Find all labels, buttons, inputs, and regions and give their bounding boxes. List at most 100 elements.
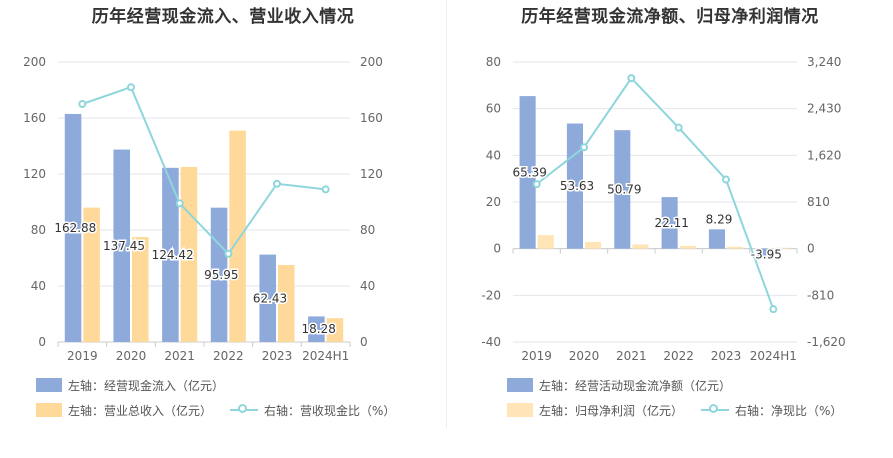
right-left-tick-label: 20 (486, 195, 501, 209)
legend-swatch-net-profit (507, 403, 533, 417)
right-bar-data-label: 53.63 (560, 179, 594, 193)
right-left-tick-label: 80 (486, 55, 501, 69)
left-legend-row-1: 左轴：经营现金流入（亿元） (36, 375, 242, 395)
left-left-tick-label: 120 (23, 167, 46, 181)
left-bar-primary (64, 113, 82, 342)
left-x-tick-label: 2020 (116, 349, 147, 363)
left-right-tick-label: 0 (360, 335, 368, 349)
right-left-tick-label: 40 (486, 148, 501, 162)
right-bar-data-label: 8.29 (706, 212, 733, 226)
right-x-tick-label: 2021 (616, 349, 647, 363)
legend-swatch-net-cash-ratio (701, 403, 730, 417)
right-bar-secondary (632, 244, 649, 249)
left-x-tick-label: 2022 (213, 349, 244, 363)
right-right-tick-label: 810 (807, 195, 830, 209)
legend-swatch-net-operating-cash (507, 378, 533, 392)
left-left-tick-label: 0 (38, 335, 46, 349)
right-left-tick-label: 60 (486, 102, 501, 116)
left-bar-data-label: 137.45 (103, 239, 145, 253)
left-bar-secondary (229, 130, 246, 342)
right-x-tick-label: 2023 (711, 349, 742, 363)
left-chart-title: 历年经营现金流入、营业收入情况 (91, 7, 355, 27)
left-bar-data-label: 18.28 (301, 322, 335, 336)
legend-swatch-cash-inflow (36, 378, 62, 392)
right-right-tick-label: 0 (807, 242, 815, 256)
left-ratio-point (78, 100, 87, 108)
left-chart-plot: 0 40 80 120 160 200 0 40 80 120 160 200 2019 2020 2021… (23, 55, 383, 363)
right-bar-primary (708, 229, 725, 249)
right-bar-data-label: 65.39 (512, 165, 546, 179)
left-chart-panel: 历年经营现金流入、营业收入情况 0 40 80 120 160 200 0 40 80 120 16… (0, 0, 446, 458)
right-bar-secondary (774, 247, 791, 249)
left-right-tick-label: 40 (360, 279, 375, 293)
right-bar-data-label: -3.95 (751, 248, 782, 262)
left-ratio-point (224, 249, 233, 258)
legend-item-cash-revenue-ratio[interactable]: 右轴：营收现金比（%） (230, 402, 395, 419)
right-chart-title: 历年经营现金流净额、归母净利润情况 (521, 7, 819, 27)
left-x-tick-label: 2023 (262, 349, 293, 363)
right-right-tick-label: -810 (807, 288, 834, 302)
legend-item-net-operating-cash[interactable]: 左轴：经营活动现金流净额（亿元） (507, 377, 731, 394)
left-bar-data-label: 62.43 (253, 291, 287, 305)
left-left-tick-label: 40 (31, 279, 46, 293)
right-right-tick-label: -1,620 (807, 335, 846, 349)
legend-label-net-operating-cash: 左轴：经营活动现金流净额（亿元） (539, 378, 732, 393)
right-x-tick-label: 2020 (569, 349, 600, 363)
left-bar-data-label: 124.42 (152, 248, 194, 262)
right-legend-row-2: 左轴：归母净利润（亿元） 右轴：净现比（%） (507, 400, 860, 420)
right-bar-data-label: 22.11 (654, 216, 688, 230)
left-bar-primary (259, 254, 276, 342)
left-legend-row-2: 左轴：营业总收入（亿元） 右轴：营收现金比（%） (36, 400, 413, 420)
right-right-tick-label: 1,620 (807, 148, 841, 162)
right-right-tick-label: 3,240 (807, 55, 841, 69)
right-bar-secondary (585, 241, 602, 249)
right-legend-row-1: 左轴：经营活动现金流净额（亿元） (507, 375, 749, 395)
legend-item-revenue[interactable]: 左轴：营业总收入（亿元） (36, 402, 212, 419)
left-right-tick-label: 80 (360, 223, 375, 237)
right-bar-primary (661, 197, 678, 249)
right-bar-secondary (727, 246, 744, 249)
left-bar-secondary (83, 207, 100, 342)
left-x-tick-label: 2019 (67, 349, 98, 363)
left-left-tick-label: 160 (23, 111, 46, 125)
legend-label-net-profit: 左轴：归母净利润（亿元） (539, 403, 684, 418)
left-right-tick-label: 120 (360, 167, 383, 181)
legend-item-net-profit[interactable]: 左轴：归母净利润（亿元） (507, 402, 683, 419)
legend-swatch-revenue (36, 403, 62, 417)
left-bar-secondary (180, 167, 198, 342)
left-x-tick-label: 2021 (164, 349, 195, 363)
right-x-tick-label: 2024H1 (750, 349, 797, 363)
right-left-tick-label: 0 (493, 242, 501, 256)
right-chart-panel: 历年经营现金流净额、归母净利润情况 -40 -20 0 20 40 60 80 -1,620-… (447, 0, 893, 458)
right-chart-plot: -40 -20 0 20 40 60 80 -1,620 -810 0 810 1,620 2,430 3… (481, 55, 846, 363)
right-bar-data-label: 50.79 (607, 182, 641, 196)
right-ratio-point (627, 74, 636, 83)
right-x-tick-label: 2022 (663, 349, 694, 363)
legend-label-revenue: 左轴：营业总收入（亿元） (68, 403, 213, 418)
right-right-tick-label: 2,430 (807, 102, 841, 116)
right-left-tick-label: -40 (481, 335, 501, 349)
right-ratio-point (722, 175, 730, 184)
right-ratio-line (536, 76, 775, 310)
left-x-tick-label: 2024H1 (302, 349, 349, 363)
left-bar-data-label: 95.95 (204, 268, 238, 282)
left-bar-primary (162, 167, 179, 342)
legend-item-cash-inflow[interactable]: 左轴：经营现金流入（亿元） (36, 377, 224, 394)
left-ratio-point (127, 83, 135, 92)
right-ratio-point (532, 180, 541, 189)
left-ratio-point (175, 199, 184, 208)
right-bar-primary (756, 248, 773, 258)
left-bar-data-label: 162.88 (54, 221, 96, 235)
legend-swatch-cash-revenue-ratio (230, 403, 259, 417)
left-ratio-point (273, 179, 281, 188)
right-x-tick-label: 2019 (521, 349, 552, 363)
right-left-tick-label: -20 (481, 288, 501, 302)
left-ratio-point (321, 185, 330, 194)
left-right-tick-label: 200 (360, 55, 383, 69)
left-bar-primary (113, 149, 130, 342)
legend-item-net-cash-ratio[interactable]: 右轴：净现比（%） (701, 402, 842, 419)
legend-label-cash-revenue-ratio: 右轴：营收现金比（%） (264, 403, 396, 418)
right-bar-secondary (537, 235, 554, 249)
left-bar-secondary (132, 237, 149, 342)
right-bar-secondary (679, 245, 696, 249)
